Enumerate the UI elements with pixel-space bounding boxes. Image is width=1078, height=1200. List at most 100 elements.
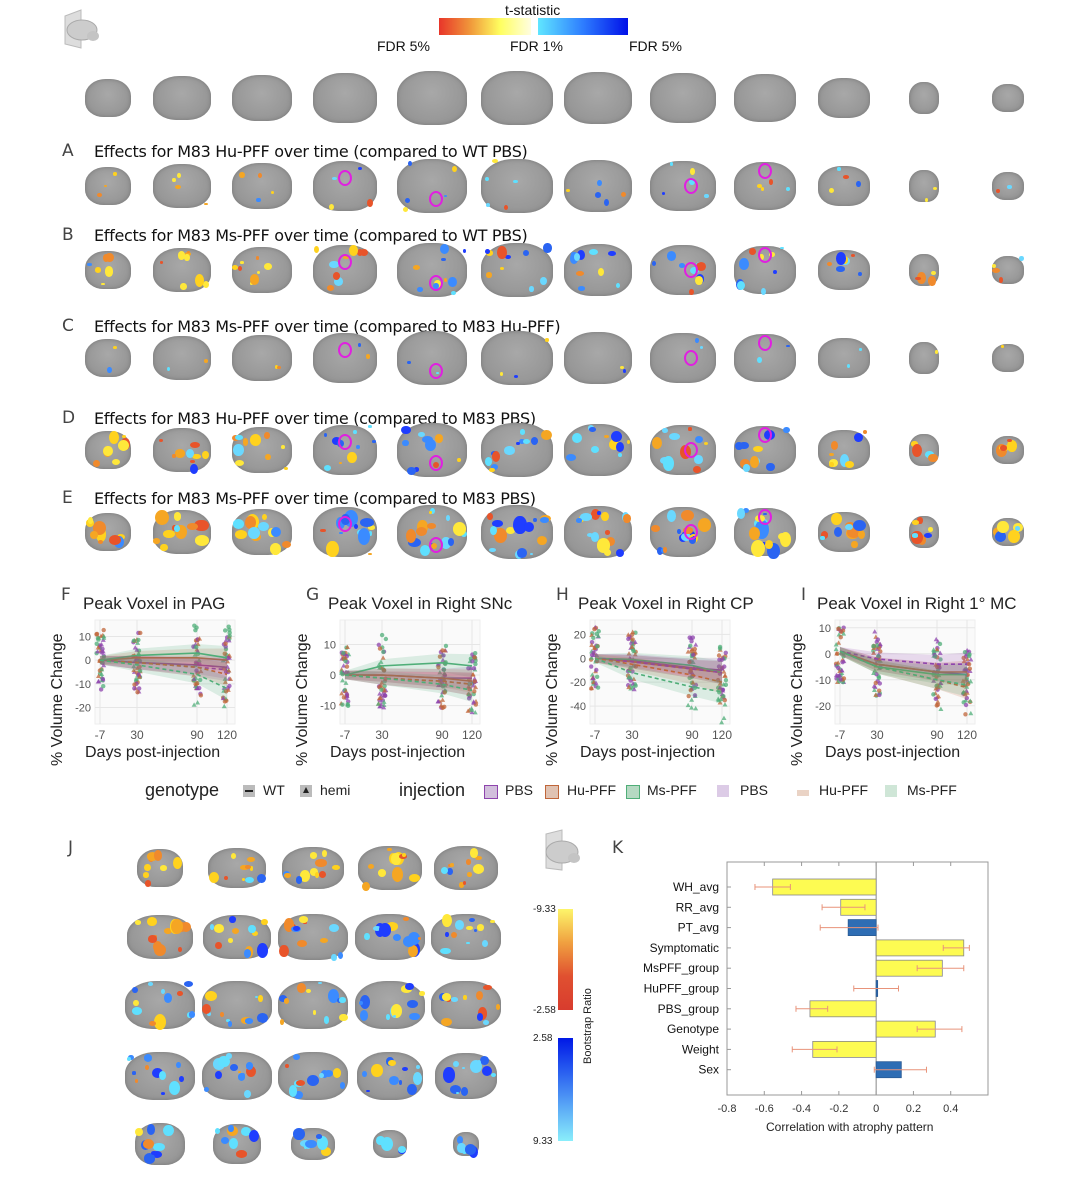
data-point-wt xyxy=(686,693,691,699)
brain-slice xyxy=(313,245,377,295)
data-point-wt xyxy=(937,641,943,647)
data-point-hemi xyxy=(470,672,476,677)
atrophy-cluster xyxy=(765,462,775,472)
data-point-hemi xyxy=(228,676,234,682)
data-point-hemi xyxy=(632,639,638,645)
expansion-cluster xyxy=(219,1011,225,1017)
brain-slice xyxy=(137,849,183,887)
atrophy-cluster xyxy=(249,1129,260,1142)
atrophy-cluster xyxy=(461,1087,469,1096)
data-point-wt xyxy=(877,681,883,686)
expansion-cluster xyxy=(366,354,371,359)
expansion-cluster xyxy=(183,529,187,532)
atrophy-cluster xyxy=(353,430,357,435)
atrophy-cluster xyxy=(608,251,616,257)
panel-letter-j: J xyxy=(68,838,74,858)
expansion-cluster xyxy=(451,166,457,173)
legend-fill-hu-pff xyxy=(797,790,809,796)
atrophy-cluster xyxy=(590,531,600,542)
data-point-hemi xyxy=(630,642,636,647)
expansion-cluster xyxy=(112,172,118,176)
legend-key-wt xyxy=(243,785,255,797)
data-point-hemi xyxy=(872,629,878,634)
atrophy-cluster xyxy=(572,432,583,443)
atrophy-cluster xyxy=(161,1091,166,1095)
data-point-hemi xyxy=(873,692,879,697)
atrophy-cluster xyxy=(317,981,322,985)
data-point-wt xyxy=(692,693,698,698)
expansion-cluster xyxy=(620,191,627,197)
atrophy-cluster xyxy=(516,441,521,446)
atrophy-cluster xyxy=(489,525,497,535)
expansion-cluster xyxy=(112,458,120,465)
data-point-hemi xyxy=(343,655,349,660)
data-point-wt xyxy=(836,626,841,631)
data-point-wt xyxy=(473,651,478,656)
brain-slice xyxy=(564,160,632,212)
atrophy-cluster xyxy=(911,533,919,538)
expansion-cluster xyxy=(235,530,247,540)
brain-slice xyxy=(85,251,131,289)
expansion-cluster xyxy=(821,531,829,539)
expansion-cluster xyxy=(465,859,471,865)
x-tick-label: 90 xyxy=(435,728,449,742)
brain-slice xyxy=(909,82,939,114)
trend-line xyxy=(594,657,723,683)
atrophy-cluster xyxy=(455,1091,459,1095)
expansion-cluster xyxy=(915,276,921,281)
atrophy-cluster xyxy=(225,1052,233,1059)
data-point-hemi xyxy=(962,691,968,697)
expansion-cluster xyxy=(261,513,267,521)
atrophy-cluster xyxy=(569,253,578,264)
data-point-wt xyxy=(225,655,231,661)
data-point-hemi xyxy=(877,641,883,647)
data-point-hemi xyxy=(377,665,383,670)
atrophy-cluster xyxy=(779,247,784,250)
atrophy-cluster xyxy=(256,197,261,203)
atrophy-cluster xyxy=(703,193,709,199)
expansion-cluster xyxy=(241,878,245,882)
expansion-cluster xyxy=(623,513,631,523)
data-point-hemi xyxy=(380,655,386,660)
atrophy-cluster xyxy=(324,1069,334,1077)
expansion-cluster xyxy=(142,872,149,878)
line-chart-g: 10 0 -10 -7 30 90 120 xyxy=(320,619,482,742)
expansion-cluster xyxy=(249,866,254,871)
data-point-wt xyxy=(836,665,841,671)
expansion-cluster xyxy=(260,918,268,926)
expansion-cluster xyxy=(696,262,707,271)
data-point-hemi xyxy=(101,662,107,668)
brain-slice xyxy=(358,846,422,892)
x-tick-label: 30 xyxy=(625,728,639,742)
roi-circle xyxy=(758,509,772,526)
atrophy-cluster xyxy=(463,248,467,253)
data-point-hemi xyxy=(841,631,847,636)
trend-line xyxy=(839,650,967,673)
atrophy-cluster xyxy=(669,161,674,166)
data-point-hemi xyxy=(472,709,478,715)
atrophy-cluster xyxy=(995,530,1007,542)
data-point-wt xyxy=(716,664,722,669)
expansion-cluster xyxy=(134,920,142,925)
data-point-hemi xyxy=(837,672,843,677)
atrophy-cluster xyxy=(445,932,449,938)
category-label: WH_avg xyxy=(673,880,719,894)
atrophy-cluster xyxy=(131,1071,137,1075)
atrophy-cluster xyxy=(293,1053,301,1060)
expansion-cluster xyxy=(230,852,237,860)
data-point-wt xyxy=(687,635,692,640)
brain-3d-orientation-icon xyxy=(55,6,105,50)
atrophy-cluster xyxy=(590,446,600,453)
expansion-cluster xyxy=(314,858,327,868)
panel-letter-i: I xyxy=(801,585,807,605)
atrophy-cluster xyxy=(615,548,624,557)
expansion-cluster xyxy=(827,261,832,266)
atrophy-cluster xyxy=(398,1080,402,1085)
brain-3d-orientation-icon-j xyxy=(532,828,584,874)
atrophy-cluster xyxy=(402,936,415,948)
brain-slice xyxy=(650,425,716,475)
expansion-cluster xyxy=(449,863,455,868)
brain-slice xyxy=(481,423,553,477)
confidence-ribbon xyxy=(840,647,967,697)
data-point-wt xyxy=(379,632,385,638)
